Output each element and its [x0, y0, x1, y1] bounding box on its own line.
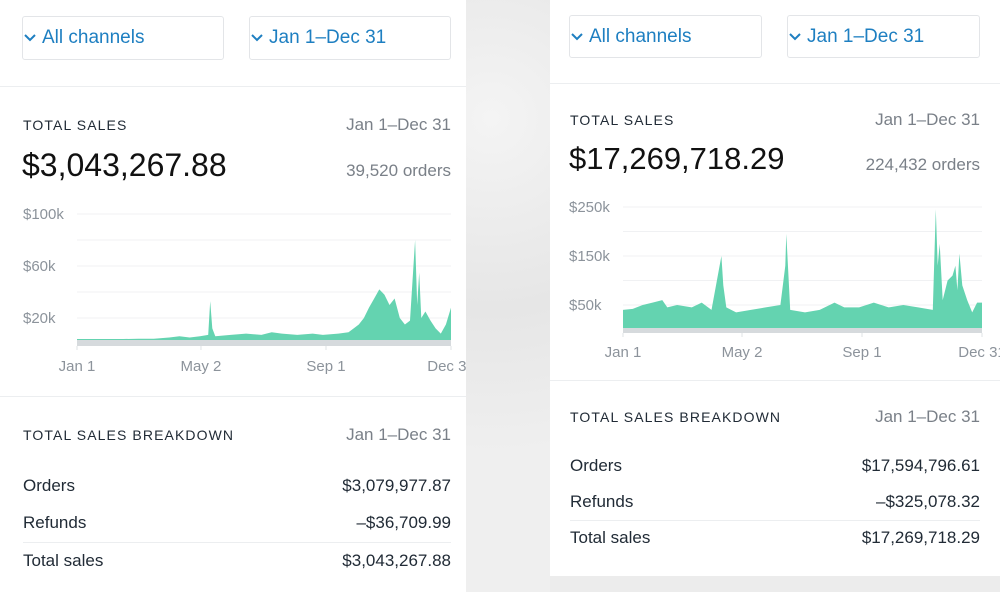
breakdown-row-total: Total sales $3,043,267.88	[23, 551, 451, 571]
date-range-dropdown[interactable]: Jan 1–Dec 31	[787, 15, 980, 58]
breakdown-row-refunds: Refunds –$36,709.99	[23, 513, 451, 533]
row-label: Orders	[23, 476, 75, 495]
breakdown-row-orders: Orders $3,079,977.87	[23, 476, 451, 496]
background-pattern	[466, 0, 550, 592]
total-sales-range: Jan 1–Dec 31	[346, 115, 451, 134]
breakdown-range: Jan 1–Dec 31	[875, 407, 980, 426]
breakdown-table: Orders $17,594,796.61 Refunds –$325,078.32…	[570, 456, 980, 556]
x-tick-label: Sep 1	[842, 344, 881, 361]
sales-chart: $50k $150k $250k Jan 1 May 2 Sep 1 Dec 31	[569, 199, 1000, 361]
row-value: –$36,709.99	[356, 513, 451, 532]
breakdown-row-orders: Orders $17,594,796.61	[570, 456, 980, 476]
divider	[550, 83, 1000, 84]
divider	[0, 396, 466, 397]
chevron-down-icon	[789, 33, 801, 41]
total-sales-title: TOTAL SALES	[570, 112, 675, 128]
x-tick-label: Dec 31	[427, 358, 466, 375]
row-value: $17,269,718.29	[861, 528, 980, 547]
total-sales-range: Jan 1–Dec 31	[875, 110, 980, 129]
y-tick-label: $50k	[569, 297, 602, 314]
total-sales-amount: $17,269,718.29	[569, 141, 785, 176]
row-value: $3,079,977.87	[342, 476, 451, 495]
row-value: $3,043,267.88	[342, 551, 451, 570]
chevron-down-icon	[251, 34, 263, 42]
x-tick-label: Jan 1	[59, 358, 96, 375]
x-tick-label: May 2	[722, 344, 763, 361]
divider	[570, 520, 980, 521]
chevron-down-icon	[571, 33, 583, 41]
channel-dropdown-label: All channels	[589, 25, 692, 47]
date-range-dropdown-label: Jan 1–Dec 31	[807, 25, 925, 47]
chevron-down-icon	[24, 34, 36, 42]
row-value: $17,594,796.61	[861, 456, 980, 475]
row-label: Total sales	[570, 528, 651, 547]
chart-baseline	[77, 340, 451, 346]
divider	[0, 86, 466, 87]
breakdown-range: Jan 1–Dec 31	[346, 425, 451, 444]
sales-area	[77, 240, 451, 340]
sales-panel-right: All channels Jan 1–Dec 31 TOTAL SALES Ja…	[550, 0, 1000, 576]
y-tick-label: $150k	[569, 248, 610, 265]
channel-dropdown[interactable]: All channels	[569, 15, 762, 58]
row-label: Refunds	[23, 513, 87, 532]
channel-dropdown-label: All channels	[42, 27, 145, 48]
row-label: Total sales	[23, 551, 104, 570]
breakdown-title: TOTAL SALES BREAKDOWN	[570, 409, 782, 425]
date-range-dropdown-label: Jan 1–Dec 31	[269, 27, 387, 48]
divider	[23, 542, 451, 543]
x-tick-label: Dec 31	[958, 344, 1000, 361]
total-sales-title: TOTAL SALES	[23, 117, 128, 133]
orders-count: 224,432 orders	[865, 155, 980, 174]
x-tick-label: Sep 1	[306, 358, 345, 375]
sales-panel-left: All channels Jan 1–Dec 31 TOTAL SALES Ja…	[0, 0, 466, 592]
y-tick-label: $250k	[569, 199, 610, 216]
row-label: Refunds	[570, 492, 634, 511]
x-tick-label: Jan 1	[605, 344, 642, 361]
channel-dropdown[interactable]: All channels	[22, 16, 224, 60]
orders-count: 39,520 orders	[346, 161, 451, 180]
y-tick-label: $100k	[23, 206, 64, 223]
breakdown-row-total: Total sales $17,269,718.29	[570, 528, 980, 548]
divider	[550, 380, 1000, 381]
sales-area	[623, 209, 982, 328]
x-tick-label: May 2	[181, 358, 222, 375]
breakdown-table: Orders $3,079,977.87 Refunds –$36,709.99 T…	[23, 476, 451, 576]
y-tick-label: $60k	[23, 258, 56, 275]
total-sales-amount: $3,043,267.88	[22, 147, 227, 183]
y-tick-label: $20k	[23, 310, 56, 327]
date-range-dropdown[interactable]: Jan 1–Dec 31	[249, 16, 451, 60]
chart-baseline	[623, 328, 982, 333]
row-value: –$325,078.32	[876, 492, 980, 511]
sales-chart: $20k $60k $100k Jan 1 May 2 Sep 1 Dec 31	[23, 206, 466, 375]
row-label: Orders	[570, 456, 622, 475]
breakdown-row-refunds: Refunds –$325,078.32	[570, 492, 980, 512]
breakdown-title: TOTAL SALES BREAKDOWN	[23, 427, 235, 443]
